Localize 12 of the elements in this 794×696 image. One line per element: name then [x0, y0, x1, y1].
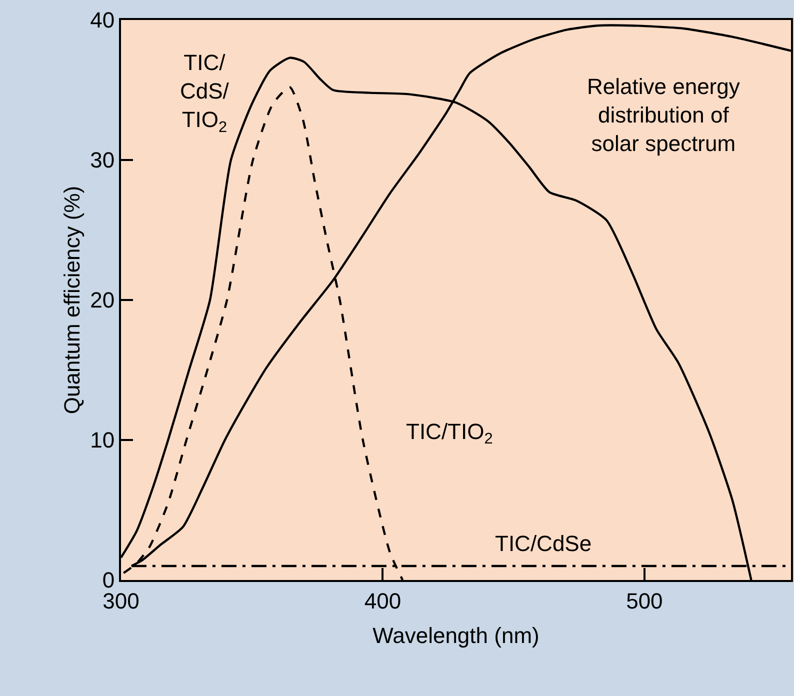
- x-tick-label: 500: [626, 588, 663, 614]
- x-axis-title: Wavelength (nm): [372, 622, 540, 648]
- series-label: TIC/CdSe: [495, 531, 592, 556]
- series-label: TIC/TIO$_{2}$: [406, 419, 493, 448]
- series-label: Relative energy distribution of solar spectrum: [587, 74, 740, 156]
- y-tick-label: 30: [90, 148, 115, 173]
- y-tick-label: 10: [90, 428, 115, 453]
- y-tick-label: 40: [90, 8, 115, 33]
- series-label: TIC/ CdS/ TIO$_{2}$: [180, 50, 230, 136]
- y-axis-title: Quantum efficiency (%): [59, 186, 84, 414]
- x-tick-label: 400: [364, 588, 402, 614]
- y-tick-label: 20: [90, 288, 115, 313]
